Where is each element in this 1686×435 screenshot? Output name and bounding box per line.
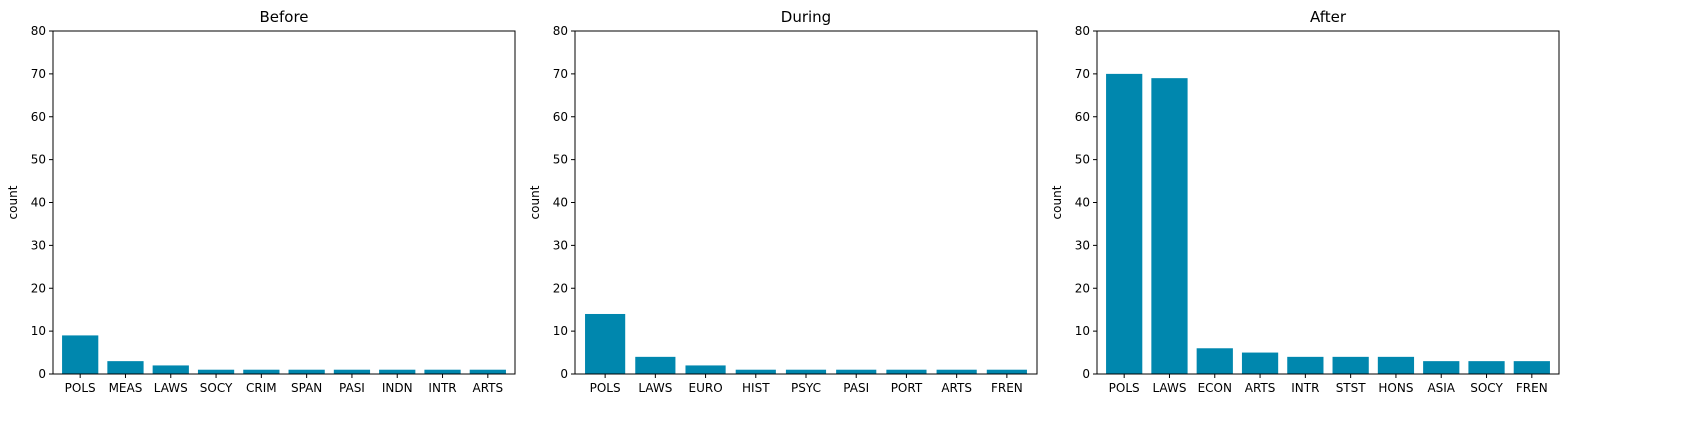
bar-hist xyxy=(735,369,776,374)
y-tick-label: 30 xyxy=(1075,238,1090,252)
x-tick-label: ARTS xyxy=(1245,381,1276,395)
axes-frame xyxy=(574,30,1038,375)
x-tick-label: POLS xyxy=(65,381,96,395)
x-tick-label: SOCY xyxy=(1470,381,1503,395)
chart-after: 0 10 20 30 40 50 60 70 80 POLS LAWS ECON ARTS INTR STS… xyxy=(1050,8,1560,395)
y-axis-label: count xyxy=(1050,185,1064,219)
bar-laws xyxy=(1151,78,1188,374)
bar-laws xyxy=(152,365,189,374)
bar-crim xyxy=(243,369,280,374)
x-tick-label: CRIM xyxy=(246,381,277,395)
x-tick-label: PASI xyxy=(339,381,365,395)
bar-laws xyxy=(635,356,676,374)
x-tick-label: STST xyxy=(1336,381,1367,395)
x-tick-label: POLS xyxy=(590,381,621,395)
x-tick-label: EURO xyxy=(688,381,722,395)
y-tick-label: 20 xyxy=(1075,281,1090,295)
x-tick-label: MEAS xyxy=(109,381,143,395)
bar-asia xyxy=(1423,361,1460,374)
y-tick-label: 70 xyxy=(31,67,46,81)
x-tick-label: HIST xyxy=(742,381,770,395)
x-tick-label: ARTS xyxy=(941,381,972,395)
bar-psyc xyxy=(785,369,827,374)
y-tick-label: 60 xyxy=(31,110,46,124)
x-tick-label: POLS xyxy=(1109,381,1140,395)
bar-indn xyxy=(379,369,416,374)
y-tick-label: 70 xyxy=(553,67,568,81)
bar-hons xyxy=(1377,356,1415,374)
x-tick-label: LAWS xyxy=(1152,381,1186,395)
y-tick-label: 40 xyxy=(1075,196,1090,210)
y-tick-label: 0 xyxy=(38,367,46,381)
bar-socy xyxy=(1468,361,1505,374)
y-tick-label: 50 xyxy=(553,153,568,167)
chart-title: After xyxy=(1310,8,1347,26)
y-tick-label: 50 xyxy=(31,153,46,167)
y-tick-label: 60 xyxy=(1075,110,1090,124)
bar-euro xyxy=(685,365,726,374)
x-tick-label: ASIA xyxy=(1427,381,1455,395)
bar-fren xyxy=(986,369,1027,374)
x-tick-label: PORT xyxy=(891,381,923,395)
x-tick-label: HONS xyxy=(1378,381,1413,395)
y-tick-label: 70 xyxy=(1075,67,1090,81)
bar-pols xyxy=(585,313,626,374)
y-tick-label: 20 xyxy=(31,281,46,295)
bar-meas xyxy=(107,361,144,374)
x-tick-label: PASI xyxy=(843,381,869,395)
bar-fren xyxy=(1513,361,1550,374)
y-tick-label: 10 xyxy=(1075,324,1090,338)
y-tick-label: 60 xyxy=(553,110,568,124)
y-tick-label: 0 xyxy=(1082,367,1090,381)
y-tick-label: 80 xyxy=(1075,24,1090,38)
y-tick-label: 30 xyxy=(553,238,568,252)
y-tick-label: 40 xyxy=(31,196,46,210)
bar-stst xyxy=(1332,356,1369,374)
y-tick-label: 0 xyxy=(560,367,568,381)
bar-arts xyxy=(1241,352,1279,374)
bar-pols xyxy=(1106,73,1143,375)
chart-during: 0 10 20 30 40 50 60 70 80 POLS LAWS EURO HIST PSYC PAS… xyxy=(528,8,1038,395)
chart-before: 0 10 20 30 40 50 60 70 80 POLS MEAS LAWS SOCY CRIM SPA… xyxy=(6,8,516,395)
bar-intr xyxy=(424,369,461,374)
x-tick-label: LAWS xyxy=(638,381,672,395)
y-tick-label: 10 xyxy=(31,324,46,338)
y-axis-label: count xyxy=(6,185,20,219)
x-tick-label: SOCY xyxy=(200,381,233,395)
x-tick-label: FREN xyxy=(1516,381,1548,395)
y-tick-label: 80 xyxy=(31,24,46,38)
y-tick-label: 10 xyxy=(553,324,568,338)
bar-arts xyxy=(469,369,506,374)
bar-pasi xyxy=(333,369,371,374)
chart-title: Before xyxy=(259,8,308,26)
bar-intr xyxy=(1287,356,1324,374)
axes-frame xyxy=(52,30,516,375)
x-tick-label: SPAN xyxy=(291,381,322,395)
bar-pasi xyxy=(836,369,877,374)
y-tick-label: 40 xyxy=(553,196,568,210)
x-tick-label: PSYC xyxy=(791,381,821,395)
x-tick-label: INTR xyxy=(428,381,456,395)
y-tick-label: 30 xyxy=(31,238,46,252)
x-tick-label: FREN xyxy=(991,381,1023,395)
bar-econ xyxy=(1196,348,1233,374)
chart-title: During xyxy=(781,8,831,26)
y-tick-label: 20 xyxy=(553,281,568,295)
x-tick-label: LAWS xyxy=(154,381,188,395)
bar-span xyxy=(288,369,325,374)
x-tick-label: INDN xyxy=(382,381,413,395)
bar-port xyxy=(886,369,927,374)
bar-pols xyxy=(62,335,99,374)
bar-socy xyxy=(197,369,235,374)
x-tick-label: ARTS xyxy=(473,381,504,395)
y-tick-label: 50 xyxy=(1075,153,1090,167)
x-tick-label: INTR xyxy=(1291,381,1319,395)
bar-arts xyxy=(936,369,977,374)
x-tick-label: ECON xyxy=(1198,381,1232,395)
y-tick-label: 80 xyxy=(553,24,568,38)
y-axis-label: count xyxy=(528,185,542,219)
